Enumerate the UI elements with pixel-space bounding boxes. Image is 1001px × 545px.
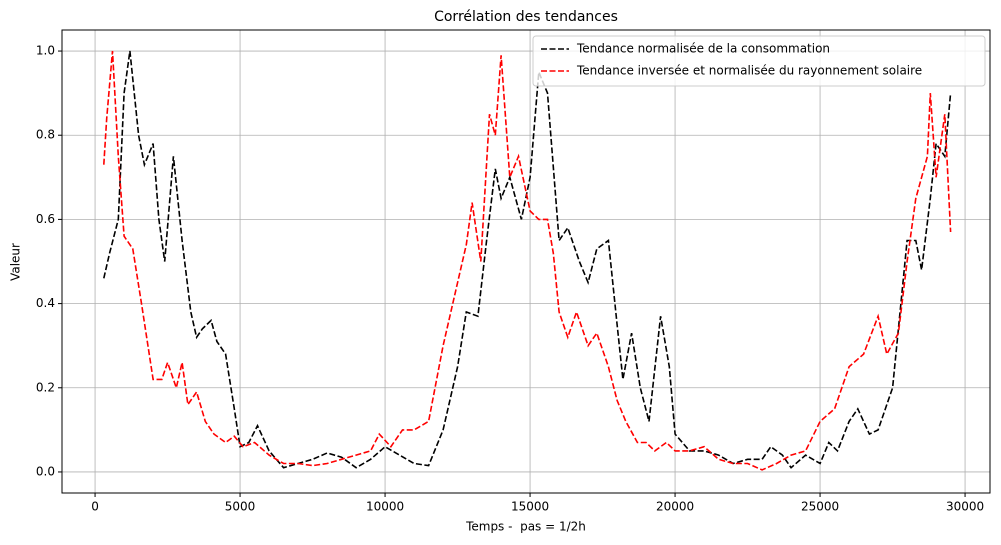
y-tick-label: 1.0 [36, 44, 55, 58]
legend-box [532, 35, 986, 87]
y-tick-label: 0.8 [36, 128, 55, 142]
series-line [103, 50, 952, 469]
x-axis-label: Temps - pas = 1/2h [465, 520, 586, 534]
x-tick-label: 15000 [511, 500, 549, 514]
legend-label: Tendance inversée et normalisée du rayon… [576, 64, 922, 78]
x-tick-label: 5000 [225, 500, 256, 514]
y-tick-label: 0.0 [36, 464, 55, 478]
y-tick-label: 0.4 [36, 296, 55, 310]
y-axis-label: Valeur [9, 243, 23, 281]
legend: Tendance normalisée de la consommation Te… [532, 35, 986, 87]
x-tick-label: 25000 [801, 500, 839, 514]
legend-label: Tendance normalisée de la consommation [576, 42, 830, 56]
x-tick-label: 20000 [656, 500, 694, 514]
plot-frame [61, 29, 991, 494]
x-tick-label: 10000 [366, 500, 404, 514]
x-tick-label: 0 [91, 500, 99, 514]
y-tick-label: 0.2 [36, 380, 55, 394]
series-line [103, 50, 952, 471]
chart-title: Corrélation des tendances [434, 9, 618, 25]
y-tick-label: 0.6 [36, 212, 55, 226]
x-tick-label: 30000 [946, 500, 984, 514]
